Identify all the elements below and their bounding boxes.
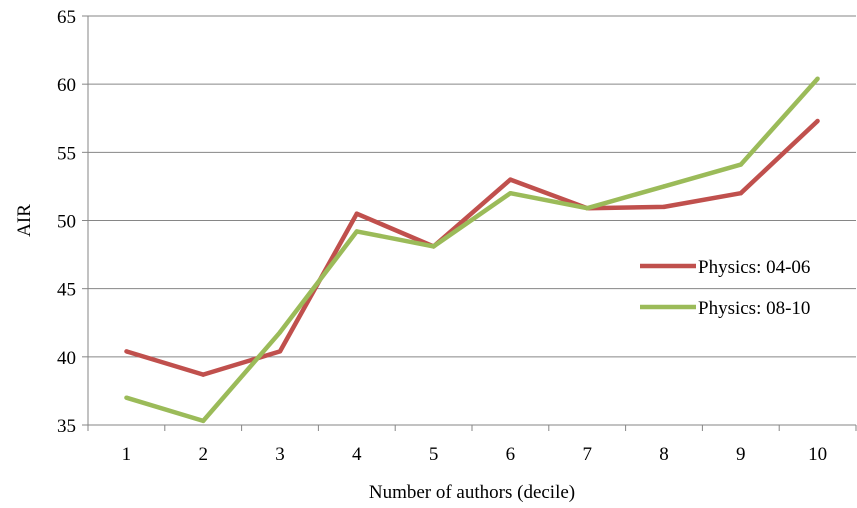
grid [88, 15, 856, 426]
series [124, 76, 820, 424]
data-point [738, 191, 743, 196]
data-point [661, 184, 667, 189]
x-tick-label: 2 [198, 444, 208, 465]
data-point [815, 76, 820, 81]
x-tick-label: 3 [275, 444, 285, 465]
data-point [585, 206, 590, 211]
series-line-1 [125, 119, 820, 377]
y-tick-label: 45 [57, 280, 76, 301]
data-point [354, 211, 359, 216]
legend-label: Physics: 04-06 [698, 257, 810, 278]
data-point [661, 204, 667, 210]
y-tick-label: 65 [57, 7, 76, 28]
data-point [354, 229, 359, 234]
x-tick-label: 7 [582, 444, 592, 465]
x-tick-label: 1 [122, 444, 132, 465]
y-tick-label: 50 [57, 212, 76, 233]
x-tick-label: 4 [352, 444, 362, 465]
y-tick-label: 40 [57, 348, 76, 369]
y-tick-label: 35 [57, 416, 76, 437]
x-tick-label: 5 [429, 444, 439, 465]
x-axis-title: Number of authors (decile) [369, 482, 575, 503]
data-point [815, 118, 820, 124]
y-tick-label: 55 [57, 143, 76, 164]
series-line-2 [125, 77, 820, 424]
data-point [201, 372, 206, 377]
legend: Physics: 04-06 Physics: 08-10 [640, 257, 810, 319]
data-point [431, 244, 436, 249]
data-point [201, 418, 206, 424]
data-point [508, 191, 513, 196]
data-point [738, 162, 743, 167]
y-tick-label: 60 [57, 75, 76, 96]
data-point [508, 177, 513, 182]
x-tick-label: 8 [659, 444, 669, 465]
data-point [277, 330, 283, 335]
y-axis-title: AIR [14, 204, 35, 237]
data-point [124, 349, 129, 354]
legend-label: Physics: 08-10 [698, 298, 810, 319]
x-tick-label: 9 [736, 444, 746, 465]
x-tick-label: 6 [506, 444, 516, 465]
data-point [277, 349, 283, 354]
data-point [124, 395, 129, 400]
x-tick-label: 10 [808, 444, 827, 465]
